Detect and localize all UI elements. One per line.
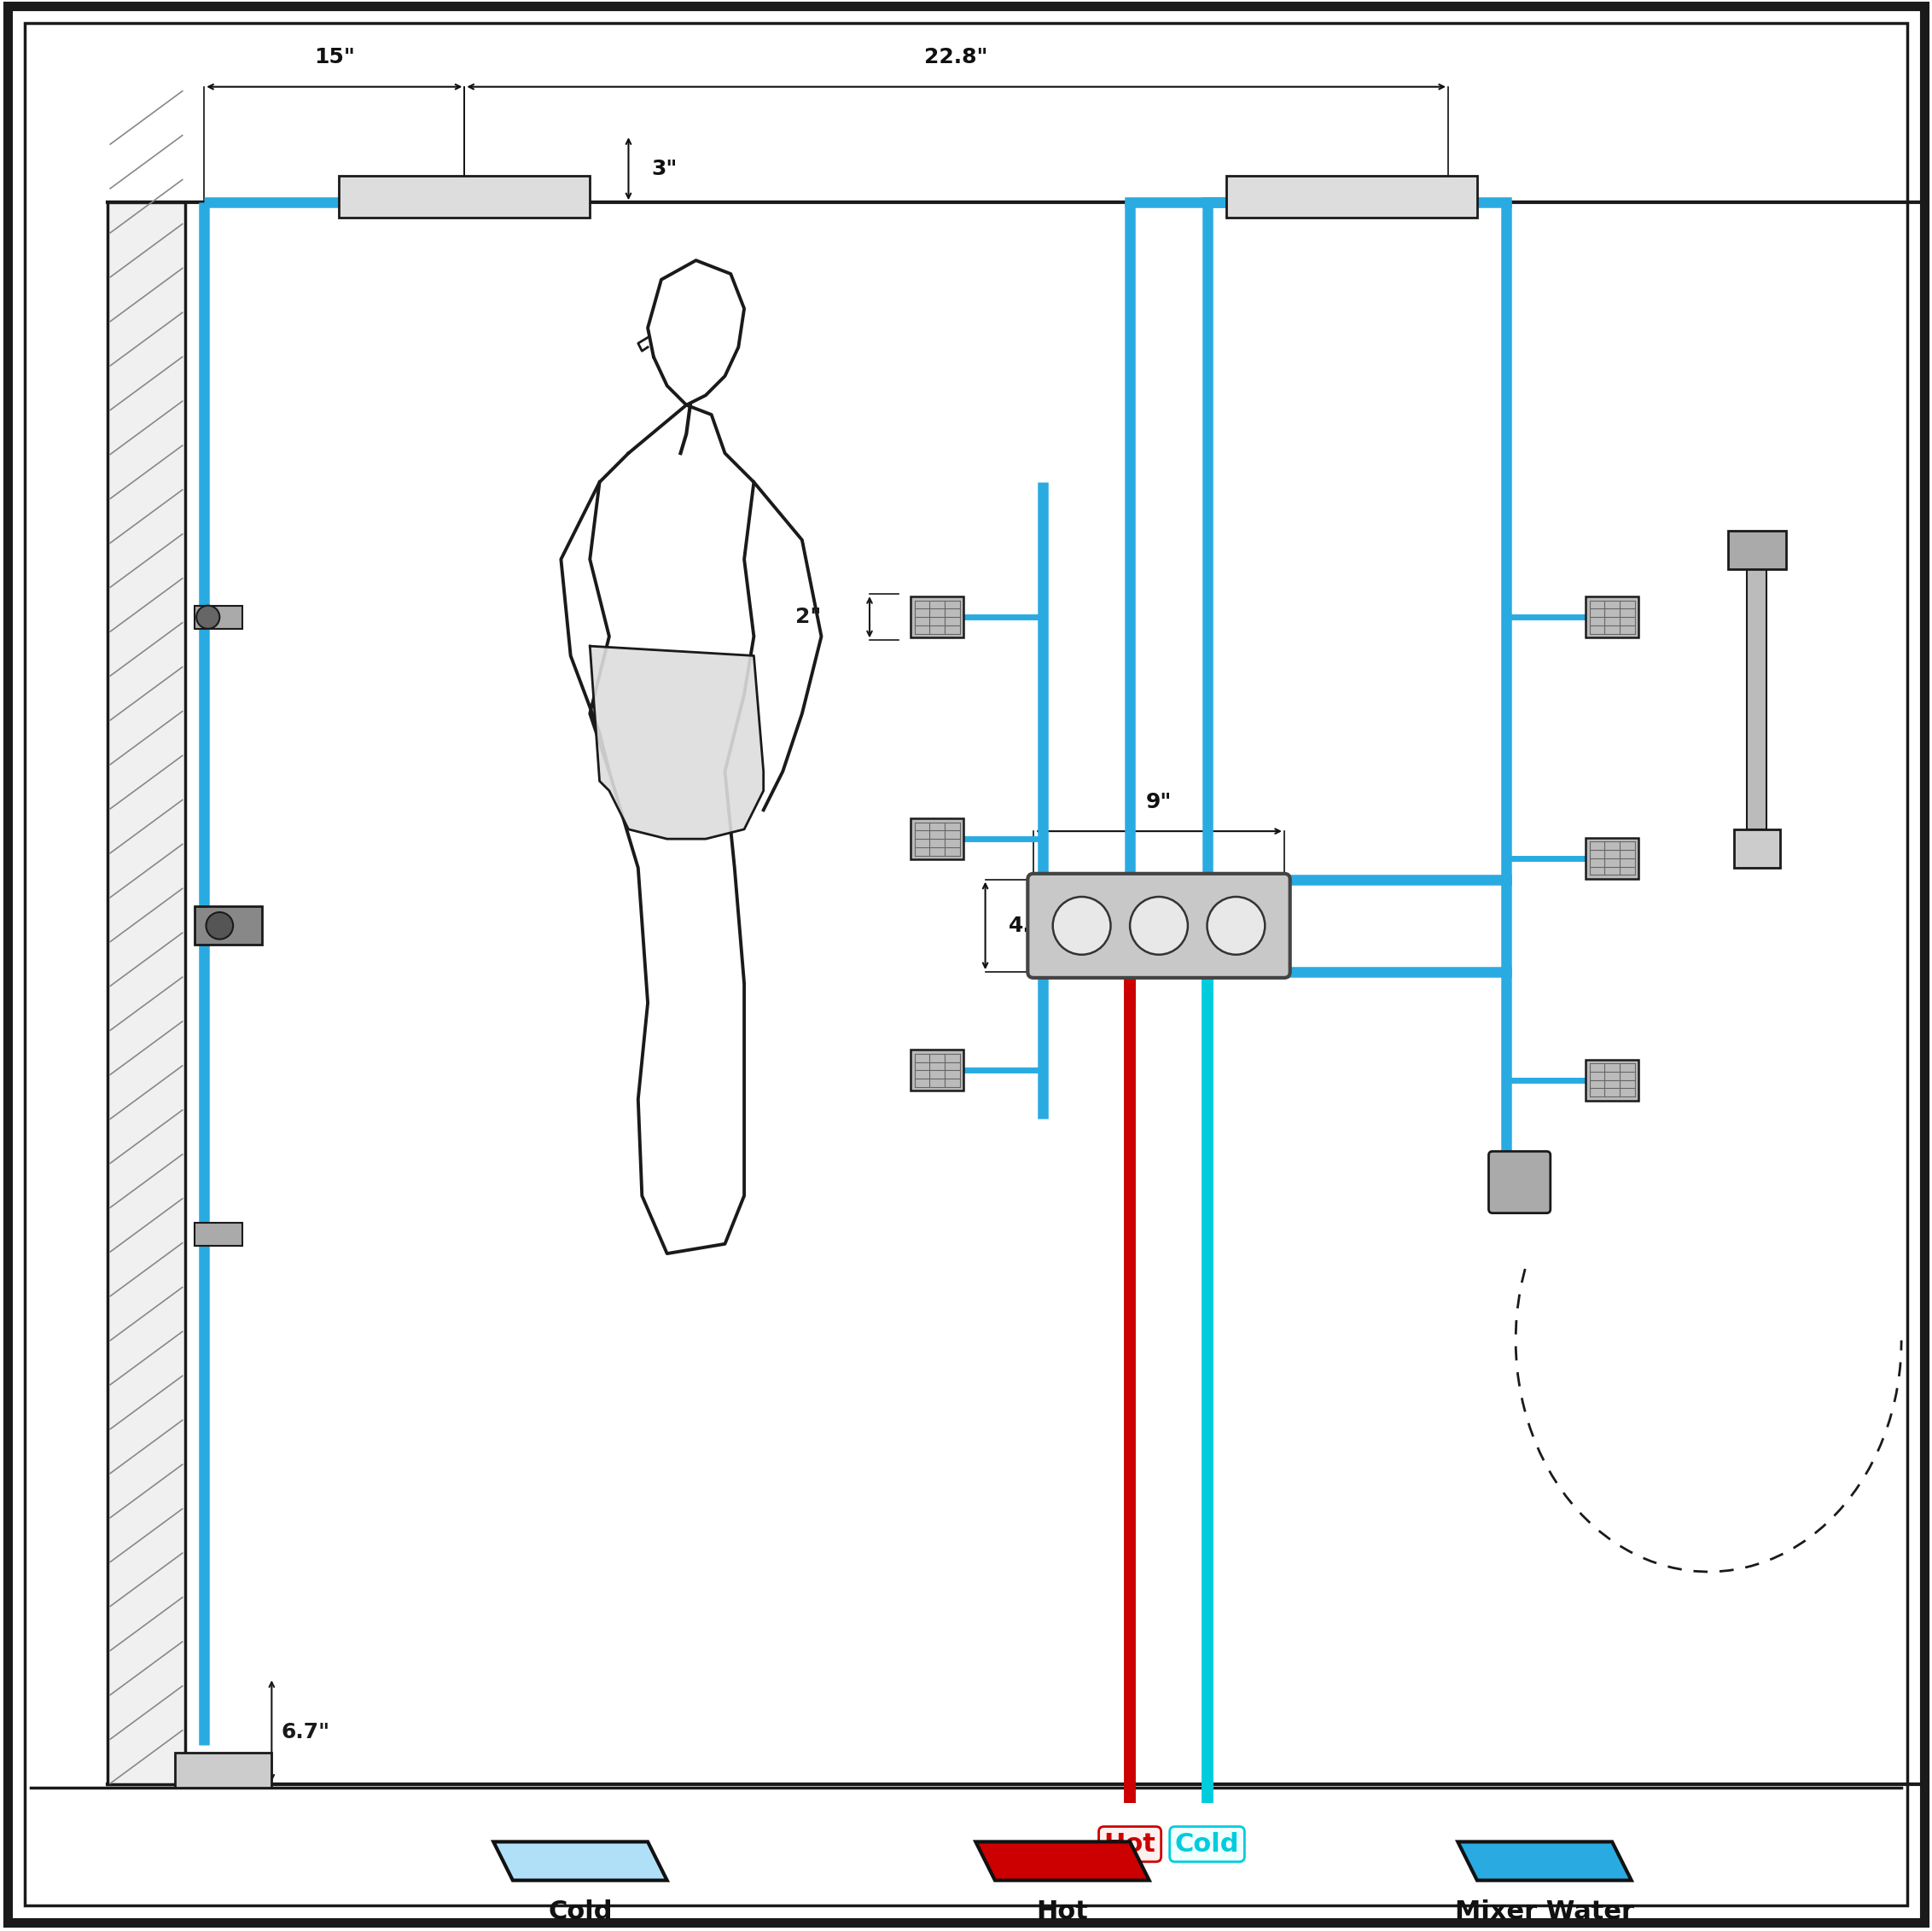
Bar xyxy=(910,819,964,859)
Bar xyxy=(195,906,263,944)
Circle shape xyxy=(207,911,234,938)
Bar xyxy=(1747,560,1766,828)
Text: Hot: Hot xyxy=(1103,1833,1155,1856)
Bar xyxy=(195,606,243,630)
Text: Mixer Water: Mixer Water xyxy=(1455,1900,1634,1925)
Bar xyxy=(1227,176,1478,218)
Bar xyxy=(910,597,964,637)
Polygon shape xyxy=(1459,1842,1631,1881)
Text: 2": 2" xyxy=(796,606,821,628)
Text: 22.8": 22.8" xyxy=(925,46,987,68)
Polygon shape xyxy=(493,1842,667,1881)
Text: 6.7": 6.7" xyxy=(282,1722,330,1742)
Text: Cold: Cold xyxy=(549,1900,612,1925)
Text: 15": 15" xyxy=(313,46,355,68)
Text: 3": 3" xyxy=(651,158,678,180)
Bar xyxy=(1586,1060,1638,1101)
Bar xyxy=(1586,838,1638,879)
Text: 4.1": 4.1" xyxy=(1009,915,1057,937)
Bar xyxy=(108,203,185,1784)
Text: Hot: Hot xyxy=(1036,1900,1088,1925)
Polygon shape xyxy=(589,647,763,838)
Circle shape xyxy=(1053,896,1111,954)
Text: 9": 9" xyxy=(1146,792,1173,811)
Bar xyxy=(1727,531,1785,570)
Text: Cold: Cold xyxy=(1175,1833,1238,1856)
FancyBboxPatch shape xyxy=(1028,873,1291,977)
Polygon shape xyxy=(976,1842,1150,1881)
Bar xyxy=(1733,828,1779,867)
Bar xyxy=(195,1222,243,1245)
FancyBboxPatch shape xyxy=(1490,1151,1549,1213)
Circle shape xyxy=(197,606,220,630)
Bar xyxy=(1586,597,1638,637)
Bar xyxy=(340,176,589,218)
Circle shape xyxy=(1208,896,1265,954)
Bar xyxy=(176,1753,272,1788)
Bar xyxy=(910,1050,964,1091)
Circle shape xyxy=(1130,896,1188,954)
